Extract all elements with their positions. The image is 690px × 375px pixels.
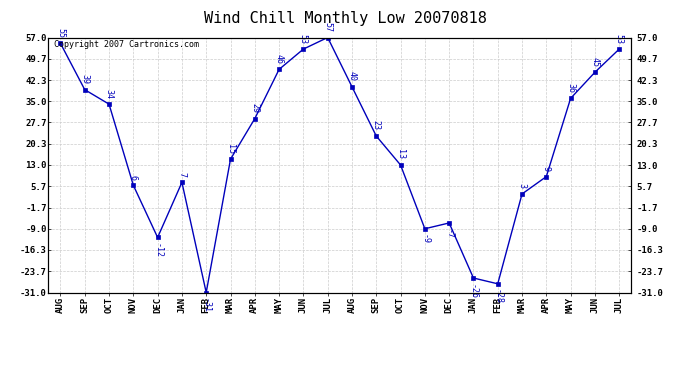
Text: 29: 29: [250, 103, 259, 113]
Text: 40: 40: [348, 71, 357, 81]
Text: -26: -26: [469, 284, 478, 298]
Text: -7: -7: [444, 228, 453, 238]
Text: 15: 15: [226, 144, 235, 154]
Text: 7: 7: [177, 172, 186, 177]
Text: 6: 6: [129, 175, 138, 180]
Text: -28: -28: [493, 290, 502, 304]
Text: Copyright 2007 Cartronics.com: Copyright 2007 Cartronics.com: [54, 40, 199, 49]
Text: 9: 9: [542, 166, 551, 171]
Text: 45: 45: [591, 57, 600, 67]
Text: -9: -9: [420, 234, 429, 244]
Text: 3: 3: [518, 183, 526, 188]
Text: 53: 53: [615, 33, 624, 44]
Text: Wind Chill Monthly Low 20070818: Wind Chill Monthly Low 20070818: [204, 11, 486, 26]
Text: 13: 13: [396, 150, 405, 159]
Text: 46: 46: [275, 54, 284, 64]
Text: 23: 23: [372, 120, 381, 130]
Text: 55: 55: [56, 28, 65, 38]
Text: 57: 57: [323, 22, 332, 32]
Text: 36: 36: [566, 83, 575, 93]
Text: 34: 34: [104, 88, 114, 99]
Text: -12: -12: [153, 243, 162, 258]
Text: 53: 53: [299, 33, 308, 44]
Text: 39: 39: [80, 74, 89, 84]
Text: -31: -31: [201, 298, 210, 313]
